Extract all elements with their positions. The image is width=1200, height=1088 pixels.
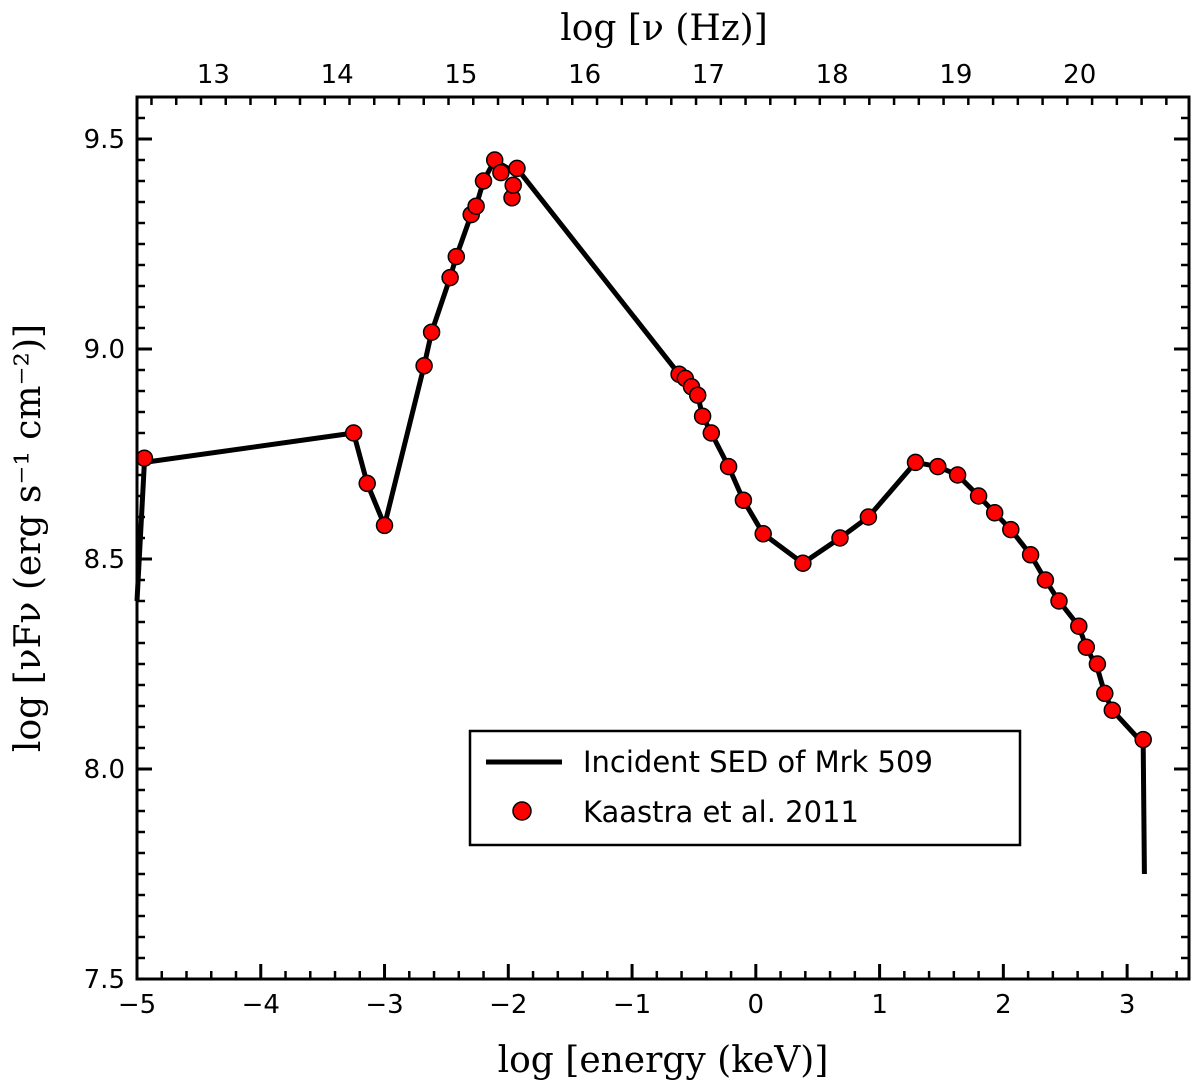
data-point xyxy=(508,159,526,178)
y-tick-label: 8.5 xyxy=(84,545,125,575)
data-point xyxy=(447,247,466,266)
x-tick-label: 0 xyxy=(748,990,765,1020)
minor-ticks xyxy=(137,95,1189,979)
legend-entry-line-label: Incident SED of Mrk 509 xyxy=(583,745,933,779)
top-tick-label: 20 xyxy=(1063,60,1096,90)
plot-frame xyxy=(135,95,1191,981)
data-point xyxy=(135,449,154,467)
data-point xyxy=(719,457,738,476)
x-tick-label: 2 xyxy=(995,990,1012,1020)
data-point xyxy=(1036,571,1055,589)
data-point xyxy=(948,466,967,484)
y-tick-label: 7.5 xyxy=(84,965,125,995)
data-point xyxy=(1070,617,1088,635)
data-point xyxy=(1096,684,1114,703)
x-tick-label: −5 xyxy=(118,990,156,1020)
data-point xyxy=(375,516,394,535)
data-point xyxy=(794,554,812,572)
legend-entry-marker-label: Kaastra et al. 2011 xyxy=(583,795,859,829)
data-point xyxy=(358,474,376,493)
x-tick-label: −4 xyxy=(242,990,280,1020)
tick-labels: −5 −4 −3 −2 −1 0 1 2 3 13 14 15 16 17 18 19 20 7.5 8.0 8.5 9… xyxy=(84,60,1136,1020)
legend: Incident SED of Mrk 509 Kaastra et al. 2… xyxy=(468,729,1022,847)
top-axis-title: log [ν (Hz)] xyxy=(560,8,768,49)
data-point xyxy=(441,268,459,287)
top-tick-label: 15 xyxy=(444,60,477,90)
x-tick-label: −3 xyxy=(365,990,403,1020)
x-axis-title: log [energy (keV)] xyxy=(498,1040,829,1081)
data-point xyxy=(754,525,772,543)
top-tick-label: 19 xyxy=(939,60,972,90)
y-tick-label: 8.0 xyxy=(84,755,125,785)
data-point xyxy=(1077,638,1096,656)
data-point xyxy=(474,172,493,190)
data-point xyxy=(702,424,721,442)
data-point xyxy=(1088,655,1107,673)
data-point xyxy=(688,386,707,404)
y-tick-label: 9.5 xyxy=(84,125,125,155)
top-tick-label: 14 xyxy=(321,60,354,90)
data-point xyxy=(1050,592,1068,610)
data-point xyxy=(929,457,947,476)
series-layer xyxy=(134,151,1152,875)
top-tick-label: 17 xyxy=(692,60,725,90)
data-point xyxy=(693,407,712,425)
data-point xyxy=(985,504,1004,522)
data-point xyxy=(1021,546,1040,564)
data-point xyxy=(831,529,849,547)
data-point xyxy=(492,163,510,182)
data-point xyxy=(859,508,878,526)
data-point xyxy=(415,357,433,375)
top-tick-label: 18 xyxy=(816,60,849,90)
data-point xyxy=(969,487,988,505)
x-tick-label: −2 xyxy=(489,990,527,1020)
x-tick-label: −1 xyxy=(613,990,651,1020)
data-point xyxy=(504,176,522,194)
legend-marker-swatch xyxy=(512,801,532,821)
data-point xyxy=(1002,520,1020,539)
y-axis-title: log [νFν (erg s⁻¹ cm⁻²)] xyxy=(8,324,49,752)
data-point xyxy=(467,197,485,215)
legend-box xyxy=(468,729,1022,847)
top-tick-label: 13 xyxy=(197,60,230,90)
top-tick-label: 16 xyxy=(568,60,601,90)
data-point xyxy=(906,453,925,472)
y-tick-label: 9.0 xyxy=(84,335,125,365)
data-point xyxy=(734,491,753,509)
data-point xyxy=(422,323,441,341)
data-point xyxy=(1103,701,1122,719)
data-point xyxy=(1134,730,1152,749)
x-tick-label: 1 xyxy=(871,990,888,1020)
data-point xyxy=(344,424,363,442)
x-tick-label: 3 xyxy=(1119,990,1136,1020)
